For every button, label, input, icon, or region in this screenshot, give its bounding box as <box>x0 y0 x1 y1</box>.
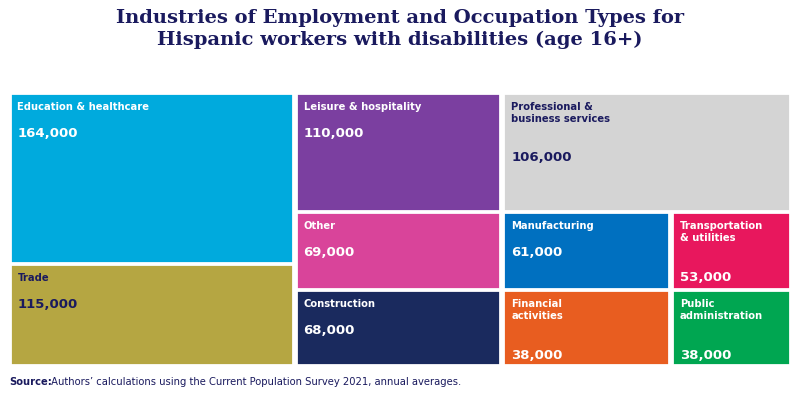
Bar <box>296 92 500 211</box>
Text: Industries of Employment and Occupation Types for
Hispanic workers with disabili: Industries of Employment and Occupation … <box>116 9 684 49</box>
Text: 38,000: 38,000 <box>680 349 731 362</box>
Text: 69,000: 69,000 <box>303 246 355 259</box>
Text: 68,000: 68,000 <box>303 324 355 337</box>
Bar <box>672 212 790 289</box>
Text: Construction: Construction <box>303 300 375 310</box>
Text: Financial
activities: Financial activities <box>511 300 563 322</box>
Bar <box>296 290 500 366</box>
Text: Manufacturing: Manufacturing <box>511 221 594 231</box>
Bar <box>503 92 790 211</box>
Text: Transportation
& utilities: Transportation & utilities <box>680 221 763 243</box>
Bar <box>10 264 293 366</box>
Text: 164,000: 164,000 <box>18 127 78 140</box>
Text: Education & healthcare: Education & healthcare <box>18 102 150 112</box>
Bar <box>296 212 500 289</box>
Text: Trade: Trade <box>18 273 49 283</box>
Text: 106,000: 106,000 <box>511 152 572 164</box>
Text: Leisure & hospitality: Leisure & hospitality <box>303 102 421 112</box>
Text: Professional &
business services: Professional & business services <box>511 102 610 124</box>
Text: Source:: Source: <box>10 378 53 387</box>
Text: 61,000: 61,000 <box>511 246 562 259</box>
Text: 38,000: 38,000 <box>511 349 562 362</box>
Text: Other: Other <box>303 221 336 231</box>
Text: 115,000: 115,000 <box>18 298 78 311</box>
Text: 53,000: 53,000 <box>680 271 731 284</box>
Bar <box>503 212 669 289</box>
Text: Authors’ calculations using the Current Population Survey 2021, annual averages.: Authors’ calculations using the Current … <box>48 378 462 387</box>
Bar <box>672 290 790 366</box>
Text: Public
administration: Public administration <box>680 300 763 322</box>
Bar <box>10 92 293 263</box>
Text: 110,000: 110,000 <box>303 127 364 140</box>
Bar <box>503 290 669 366</box>
